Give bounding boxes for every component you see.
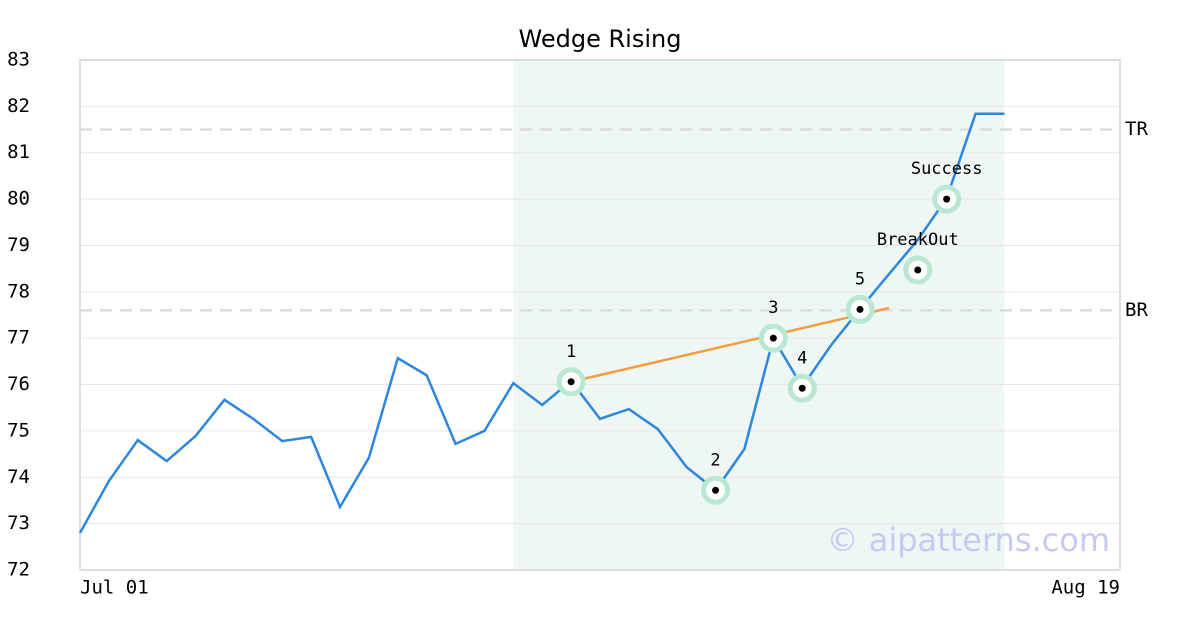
y-tick-label: 76: [7, 373, 30, 395]
pattern-label: 1: [566, 342, 576, 362]
y-tick-label: 81: [7, 141, 30, 163]
highlight-region: [513, 60, 1005, 570]
pattern-label: Success: [911, 159, 983, 179]
y-tick-label: 80: [7, 188, 30, 210]
x-tick-label: Jul 01: [80, 577, 149, 599]
pattern-label: 5: [855, 269, 865, 289]
pattern-dot: [914, 266, 922, 274]
pattern-dot: [798, 384, 806, 392]
y-tick-label: 77: [7, 327, 30, 349]
pattern-label: 3: [768, 298, 778, 318]
y-tick-label: 82: [7, 95, 30, 117]
pattern-label: BreakOut: [877, 230, 959, 250]
pattern-label: 2: [710, 450, 720, 470]
y-tick-label: 78: [7, 280, 30, 302]
trend-line: [570, 306, 890, 383]
plot-frame: [79, 59, 1121, 571]
pattern-dot: [712, 486, 720, 494]
pattern-dot: [943, 195, 951, 203]
y-tick-label: 73: [7, 512, 30, 534]
x-tick-label: Aug 19: [1051, 577, 1120, 599]
level-label: TR: [1125, 118, 1148, 140]
y-tick-label: 79: [7, 234, 30, 256]
y-tick-label: 74: [7, 466, 30, 488]
y-tick-label: 72: [7, 559, 30, 581]
watermark: © aipatterns.com: [827, 521, 1110, 559]
y-tick-label: 83: [7, 49, 30, 71]
y-tick-label: 75: [7, 419, 30, 441]
pattern-dot: [567, 378, 575, 386]
pattern-label: 4: [797, 348, 807, 368]
pattern-dot: [856, 305, 864, 313]
level-label: BR: [1125, 299, 1148, 321]
price-line: [78, 112, 1005, 534]
chart-title: Wedge Rising: [519, 25, 682, 53]
pattern-dot: [769, 334, 777, 342]
